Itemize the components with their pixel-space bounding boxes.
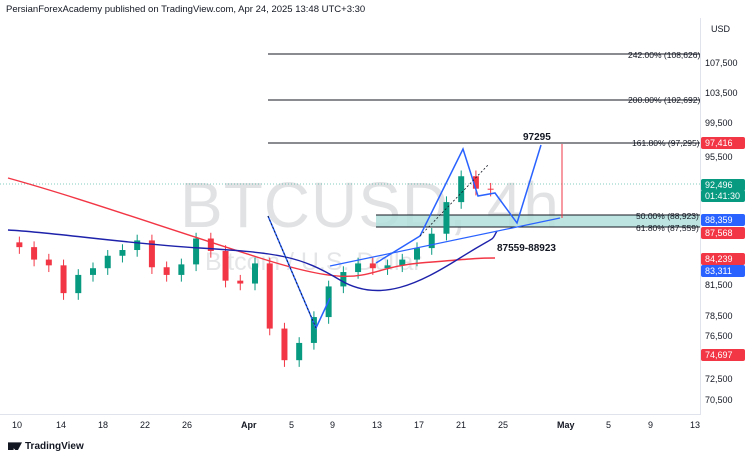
dashed-swing-line <box>267 215 317 329</box>
candle-body <box>178 264 185 275</box>
candle-body <box>148 240 155 268</box>
candle-body <box>281 328 288 361</box>
time-tick: 22 <box>140 420 151 430</box>
elliott-wave-path <box>267 215 331 330</box>
candle-body <box>399 259 406 266</box>
time-tick: 26 <box>182 420 193 430</box>
fib-242-label: 242.00% (108,626) <box>628 50 701 60</box>
time-tick: 14 <box>56 420 67 430</box>
time-tick: May <box>557 420 575 430</box>
price-tick: 70,500 <box>705 395 733 405</box>
candle-body <box>310 317 317 343</box>
candle-body <box>60 265 67 294</box>
fib-200-label: 200.00% (102,692) <box>628 95 701 105</box>
price-tick: 78,500 <box>705 311 733 321</box>
currency-label[interactable]: USD <box>711 24 731 34</box>
candle-body <box>414 248 420 260</box>
symbol-watermark: BTCUSD, 4h <box>180 169 560 241</box>
candle-body <box>266 263 273 329</box>
candle-body <box>296 342 303 361</box>
candle-body <box>31 247 38 260</box>
price-tag-ma-slow: 84,239 <box>701 253 745 265</box>
candle-body <box>369 263 376 269</box>
candle-body <box>119 250 126 256</box>
candle-body <box>458 176 465 203</box>
candle-body <box>355 263 362 273</box>
ma-fast-line <box>7 229 498 292</box>
fib-50-label: 50.00% (88,923) <box>636 211 699 221</box>
price-tick: 81,500 <box>705 280 733 290</box>
price-tick: 99,500 <box>705 118 733 128</box>
candle-body <box>16 242 23 248</box>
price-tick: 76,500 <box>705 331 733 341</box>
candle-body <box>443 202 450 234</box>
candle-body <box>472 176 479 189</box>
price-tick: 103,500 <box>705 88 738 98</box>
time-tick: 9 <box>330 420 336 430</box>
price-chart[interactable] <box>0 18 700 414</box>
candle-body <box>193 238 200 265</box>
fib-1618-label: 161.80% (97,295) <box>632 138 700 148</box>
candle-body <box>340 272 347 287</box>
time-tick: 21 <box>456 420 467 430</box>
candle-body <box>222 250 229 281</box>
tradingview-logo[interactable]: TradingView <box>8 441 84 452</box>
publisher-line: PersianForexAcademy published on Trading… <box>6 4 366 15</box>
time-tick: 18 <box>98 420 109 430</box>
time-tick: 13 <box>690 420 701 430</box>
candle-body <box>384 265 391 269</box>
time-tick: 17 <box>414 420 425 430</box>
price-tag-fib: 87,568 <box>701 227 745 239</box>
candle-body <box>428 233 435 249</box>
candle-body <box>45 259 52 266</box>
candle-body <box>487 188 494 190</box>
price-tag-ma-fast: 88,359 <box>701 214 745 226</box>
price-tick: 72,500 <box>705 374 733 384</box>
candle-body <box>90 268 96 275</box>
candle-body <box>134 240 141 251</box>
candle-body <box>75 274 82 294</box>
chart-plot-area[interactable]: BTCUSD, 4h Bitcoin / U.S. Dollar <box>0 18 701 415</box>
candle-body <box>104 255 111 269</box>
time-tick: 5 <box>289 420 295 430</box>
zone-annotation: 87559-88923 <box>497 243 556 254</box>
price-tag-last: 92,496 <box>701 179 745 191</box>
time-tick: Apr <box>241 420 257 430</box>
time-tick: 25 <box>498 420 509 430</box>
dashed-swing-line-2 <box>419 164 489 237</box>
time-tick: 13 <box>372 420 383 430</box>
price-tag-target: 97,416 <box>701 137 745 149</box>
candle-body <box>163 267 170 275</box>
price-tag-countdown: 01:41:30 <box>701 190 745 202</box>
time-tick: 10 <box>12 420 23 430</box>
tradingview-logo-icon <box>8 442 22 451</box>
time-tick: 9 <box>648 420 654 430</box>
candle-body <box>252 263 258 284</box>
trend-line <box>329 217 561 267</box>
fib-618-label: 61.80% (87,559) <box>636 223 699 233</box>
ma-slow-line <box>7 177 496 278</box>
candle-body <box>207 238 214 251</box>
price-tick: 107,500 <box>705 58 738 68</box>
price-tick: 95,500 <box>705 152 733 162</box>
target-annotation: 97295 <box>523 132 551 143</box>
price-tag-low: 74,697 <box>701 349 745 361</box>
time-tick: 5 <box>606 420 612 430</box>
price-tag-ma-mid: 83,311 <box>701 265 745 277</box>
fib-zone <box>376 215 700 227</box>
candle-body <box>237 280 244 284</box>
